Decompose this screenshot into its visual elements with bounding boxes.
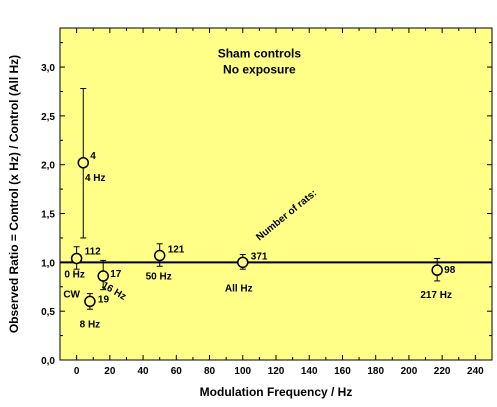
x-axis-title: Modulation Frequency / Hz [200, 385, 353, 399]
frequency-label: All Hz [225, 283, 253, 294]
n-label: 98 [444, 265, 456, 276]
n-label: 17 [110, 269, 122, 280]
x-tick-label: 180 [367, 366, 384, 377]
frequency-label: 0 Hz [64, 269, 85, 280]
data-point [431, 264, 443, 276]
y-tick-label: 1,0 [41, 258, 55, 269]
data-point [237, 256, 249, 269]
x-tick-label: 40 [138, 366, 150, 377]
y-tick-label: 2,5 [41, 112, 55, 123]
data-point [77, 157, 90, 169]
data-point-group: 121 50 Hz [146, 243, 185, 283]
tick-labels: 0 20 40 60 80 100 120 140 160 180 200 220 240 0,0 0,5 1… [41, 63, 484, 377]
x-tick-label: 20 [104, 366, 116, 377]
x-tick-label: 200 [401, 366, 418, 377]
plot-frame [59, 27, 493, 361]
frequency-label: 217 Hz [420, 290, 452, 301]
data-point-group: 98 217 Hz [420, 257, 456, 301]
x-tick-label: 0 [74, 366, 80, 377]
data-point-group: 112 0 Hz [64, 246, 101, 280]
x-tick-label: 160 [334, 366, 351, 377]
y-axis-title: Observed Ratio = Control (x Hz) / Contro… [7, 55, 21, 333]
y-tick-label: 1,5 [41, 210, 55, 221]
axis-ticks [60, 28, 492, 361]
n-label: 4 [90, 151, 96, 162]
x-tick-label: 140 [301, 366, 318, 377]
annotation-cw: CW [63, 290, 80, 301]
annotation-no-exposure: No exposure [223, 62, 296, 76]
x-tick-label: 80 [204, 366, 216, 377]
data-point-group: 4 4 Hz [77, 88, 106, 239]
x-tick-label: 220 [434, 366, 451, 377]
frequency-label: 4 Hz [85, 173, 106, 184]
data-point-group: 371 All Hz [225, 251, 268, 294]
x-tick-label: 120 [268, 366, 285, 377]
data-point [84, 295, 96, 308]
data-point [70, 252, 83, 265]
data-point [153, 249, 166, 262]
n-label: 19 [98, 294, 110, 305]
n-label: 121 [168, 245, 185, 256]
frequency-label: 8 Hz [80, 319, 101, 330]
x-tick-label: 240 [467, 366, 484, 377]
data-point-group: 19 8 Hz [80, 293, 110, 330]
data-point [97, 270, 109, 282]
annotation-sham-controls: Sham controls [218, 46, 302, 60]
y-tick-label: 2,0 [41, 161, 55, 172]
plot-area [60, 28, 492, 360]
x-tick-label: 60 [171, 366, 183, 377]
x-tick-label: 100 [234, 366, 251, 377]
n-label: 112 [85, 246, 102, 257]
y-tick-label: 0,0 [41, 356, 55, 367]
y-tick-label: 0,5 [41, 307, 55, 318]
y-tick-label: 3,0 [41, 63, 55, 74]
n-label: 371 [251, 251, 268, 262]
frequency-label: 50 Hz [146, 272, 172, 283]
